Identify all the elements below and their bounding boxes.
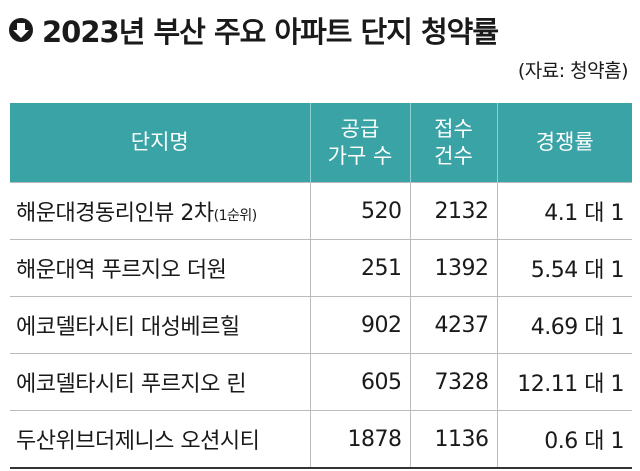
applications-cell: 7328	[409, 353, 497, 411]
applications-cell: 1392	[409, 239, 497, 297]
complex-name: 에코델타시티 푸르지오 린	[16, 372, 247, 397]
table-row: 두산위브더제니스 오션시티 1878 1136 0.6 대 1	[10, 410, 632, 469]
table-row: 에코델타시티 푸르지오 린 605 7328 12.11 대 1	[10, 353, 632, 411]
source: (자료: 청약홈)	[517, 60, 629, 82]
header-line: 건수	[434, 143, 473, 168]
header-line: 공급	[340, 116, 380, 141]
ratio-cell: 4.69 대 1	[496, 296, 632, 354]
column-header: 공급 가구 수	[309, 103, 410, 183]
ratio-cell: 12.11 대 1	[496, 353, 632, 411]
header-line: 경쟁률	[535, 130, 594, 154]
name-cell: 해운대경동리인뷰 2차(1순위)	[10, 182, 310, 240]
header-line: 단지명	[130, 130, 189, 154]
header-line: 접수	[434, 116, 473, 141]
applications-cell: 1136	[409, 410, 497, 469]
supply-cell: 1878	[309, 410, 410, 469]
column-header: 단지명	[10, 103, 310, 183]
table-row: 해운대경동리인뷰 2차(1순위) 520 2132 4.1 대 1	[10, 182, 632, 240]
table-row: 에코델타시티 대성베르힐 902 4237 4.69 대 1	[10, 296, 632, 354]
supply-cell: 520	[309, 182, 410, 240]
column-header: 접수 건수	[409, 103, 497, 183]
name-cell: 두산위브더제니스 오션시티	[10, 410, 310, 469]
header-row: 단지명 공급 가구 수 접수 건수 경쟁률	[10, 103, 632, 183]
ratio-cell: 4.1 대 1	[496, 182, 632, 240]
table: 단지명 공급 가구 수 접수 건수 경쟁률 해운대경동리인뷰 2차(1순위) 520 2132…	[10, 103, 632, 469]
name-cell: 에코델타시티 푸르지오 린	[10, 353, 310, 411]
name-cell: 해운대역 푸르지오 더원	[10, 239, 310, 297]
complex-name: 해운대역 푸르지오 더원	[16, 258, 227, 283]
down-arrow-icon	[9, 18, 33, 42]
supply-cell: 251	[309, 239, 410, 297]
applications-cell: 4237	[409, 296, 497, 354]
ratio-cell: 5.54 대 1	[496, 239, 632, 297]
rank-note: (1순위)	[213, 208, 258, 224]
complex-name: 에코델타시티 대성베르힐	[16, 315, 240, 340]
complex-name: 두산위브더제니스 오션시티	[16, 429, 260, 454]
title: 2023년 부산 주요 아파트 단지 청약률	[42, 15, 499, 49]
name-cell: 에코델타시티 대성베르힐	[10, 296, 310, 354]
header-line: 가구 수	[327, 143, 393, 168]
supply-cell: 605	[309, 353, 410, 411]
title-bar: 2023년 부산 주요 아파트 단지 청약률	[8, 10, 499, 50]
column-header: 경쟁률	[496, 103, 632, 183]
complex-name: 해운대경동리인뷰 2차	[16, 201, 214, 226]
supply-cell: 902	[309, 296, 410, 354]
table-body: 해운대경동리인뷰 2차(1순위) 520 2132 4.1 대 1 해운대역 푸르지오 …	[10, 182, 632, 469]
table-row: 해운대역 푸르지오 더원 251 1392 5.54 대 1	[10, 239, 632, 297]
applications-cell: 2132	[409, 182, 497, 240]
ratio-cell: 0.6 대 1	[496, 410, 632, 469]
